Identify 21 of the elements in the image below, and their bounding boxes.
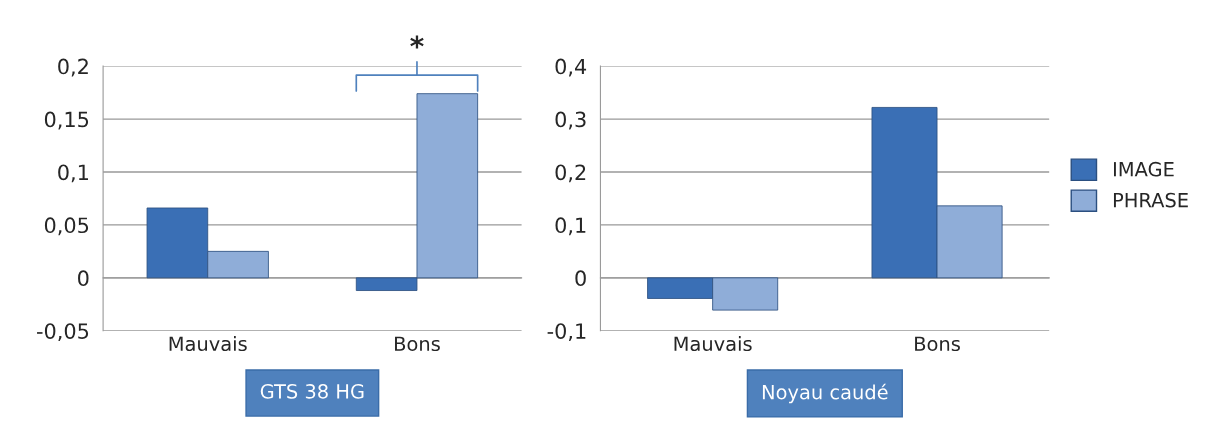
legend-label: IMAGE bbox=[1113, 161, 1174, 177]
y-tick-label: 0 bbox=[575, 270, 586, 287]
y-tick-label: 0,05 bbox=[44, 217, 89, 236]
x-axis-title: GTS 38 HG bbox=[260, 384, 364, 399]
x-tick-label: Mauvais bbox=[674, 336, 752, 352]
legend-label: PHRASE bbox=[1113, 192, 1188, 208]
y-tick-label: -0,1 bbox=[547, 323, 586, 342]
y-tick-label: 0,15 bbox=[44, 111, 89, 130]
x-tick-label: Bons bbox=[395, 336, 440, 352]
y-tick-label: 0,2 bbox=[58, 58, 88, 77]
y-tick-label: 0 bbox=[78, 270, 89, 287]
annotation: * bbox=[410, 35, 424, 49]
y-tick-label: 0,1 bbox=[58, 164, 88, 183]
y-tick-label: 0,3 bbox=[555, 111, 586, 130]
x-tick-label: Mauvais bbox=[169, 336, 247, 352]
y-tick-label: 0,2 bbox=[555, 164, 586, 183]
x-axis-title: Noyau caudé bbox=[762, 383, 888, 404]
x-tick-label: Bons bbox=[915, 336, 960, 352]
y-tick-label: 0,1 bbox=[555, 217, 586, 236]
y-tick-label: -0,05 bbox=[37, 323, 89, 342]
y-tick-label: 0,4 bbox=[555, 58, 587, 77]
